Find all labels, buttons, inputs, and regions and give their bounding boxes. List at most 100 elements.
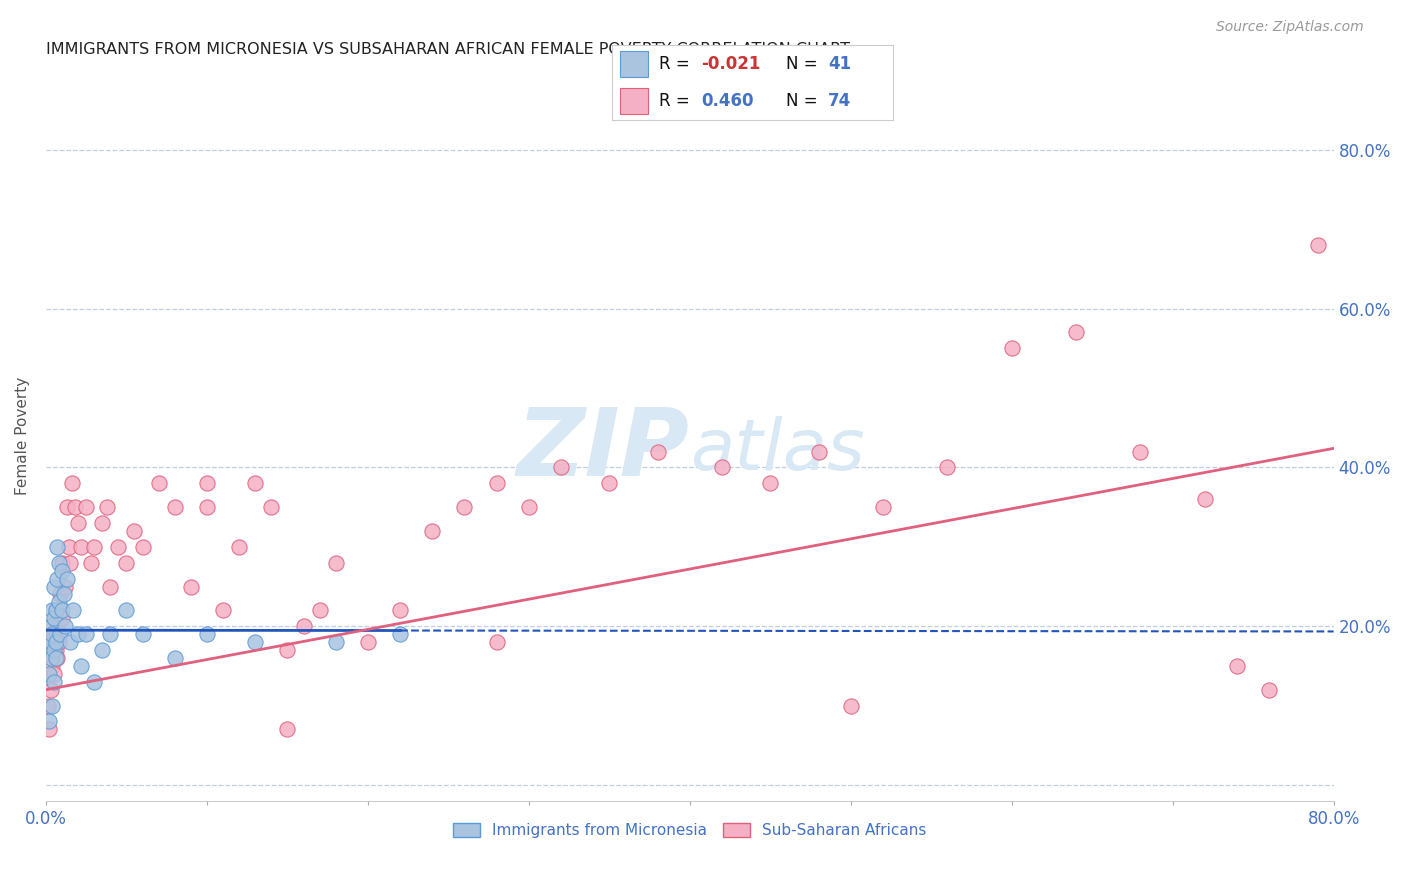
Point <box>46 572 69 586</box>
Point <box>37 698 59 713</box>
Point <box>39 619 62 633</box>
Point <box>163 500 186 515</box>
Point <box>1064 326 1087 340</box>
Point <box>41 627 63 641</box>
Point <box>212 603 235 617</box>
Point <box>51 603 73 617</box>
Point <box>389 627 412 641</box>
Point <box>75 627 97 641</box>
Point <box>41 698 63 713</box>
Point <box>517 500 540 515</box>
Point <box>67 516 90 530</box>
Point <box>98 627 121 641</box>
Point <box>39 682 62 697</box>
Point <box>45 635 67 649</box>
Point <box>180 580 202 594</box>
Point <box>53 619 76 633</box>
Text: N =: N = <box>786 55 823 73</box>
Point <box>49 627 72 641</box>
Point <box>38 714 60 729</box>
Point <box>42 666 65 681</box>
Point <box>357 635 380 649</box>
Point <box>1258 682 1281 697</box>
Point <box>75 500 97 515</box>
Point <box>228 540 250 554</box>
Point <box>453 500 475 515</box>
Point <box>1194 492 1216 507</box>
Point <box>70 659 93 673</box>
Point <box>37 666 59 681</box>
Point <box>550 460 572 475</box>
Point <box>83 674 105 689</box>
Point <box>131 627 153 641</box>
Point <box>42 627 65 641</box>
Point <box>62 603 84 617</box>
Point <box>41 643 63 657</box>
Point <box>195 500 218 515</box>
Point <box>46 651 69 665</box>
Point <box>1226 659 1249 673</box>
Point <box>48 595 70 609</box>
Point <box>41 659 63 673</box>
Point <box>245 635 267 649</box>
Point <box>46 540 69 554</box>
Point <box>42 611 65 625</box>
Point <box>56 572 79 586</box>
Point <box>42 674 65 689</box>
Point <box>107 540 129 554</box>
Point <box>39 651 62 665</box>
Text: ZIP: ZIP <box>517 404 690 496</box>
Y-axis label: Female Poverty: Female Poverty <box>15 376 30 495</box>
Text: 41: 41 <box>828 55 851 73</box>
Text: 0.460: 0.460 <box>702 92 754 110</box>
Bar <box>620 52 648 78</box>
Point <box>711 460 734 475</box>
Point <box>45 643 67 657</box>
Point <box>49 587 72 601</box>
Point <box>51 611 73 625</box>
Point <box>420 524 443 538</box>
Point <box>115 603 138 617</box>
Point <box>63 500 86 515</box>
Point <box>70 540 93 554</box>
Point <box>42 580 65 594</box>
Point <box>52 587 75 601</box>
Point <box>58 540 80 554</box>
Point <box>325 635 347 649</box>
Point <box>195 476 218 491</box>
Point <box>46 619 69 633</box>
Point <box>308 603 330 617</box>
Point <box>41 603 63 617</box>
Point <box>38 651 60 665</box>
Point <box>45 603 67 617</box>
Point <box>38 666 60 681</box>
Point <box>759 476 782 491</box>
Point <box>872 500 894 515</box>
Bar <box>620 87 648 113</box>
Point <box>276 723 298 737</box>
Point <box>245 476 267 491</box>
Point <box>260 500 283 515</box>
Legend: Immigrants from Micronesia, Sub-Saharan Africans: Immigrants from Micronesia, Sub-Saharan … <box>447 817 934 845</box>
Point <box>96 500 118 515</box>
Point <box>131 540 153 554</box>
Point <box>807 444 830 458</box>
Point <box>45 651 67 665</box>
Point <box>48 635 70 649</box>
Point <box>80 556 103 570</box>
Text: 74: 74 <box>828 92 852 110</box>
Point <box>38 723 60 737</box>
Point <box>1001 341 1024 355</box>
Point <box>389 603 412 617</box>
Point <box>37 643 59 657</box>
Point <box>598 476 620 491</box>
Point <box>59 635 82 649</box>
Point <box>485 635 508 649</box>
Point <box>98 580 121 594</box>
Point <box>91 643 114 657</box>
Point <box>936 460 959 475</box>
Point <box>292 619 315 633</box>
Point <box>51 556 73 570</box>
Point <box>45 603 67 617</box>
Point <box>124 524 146 538</box>
